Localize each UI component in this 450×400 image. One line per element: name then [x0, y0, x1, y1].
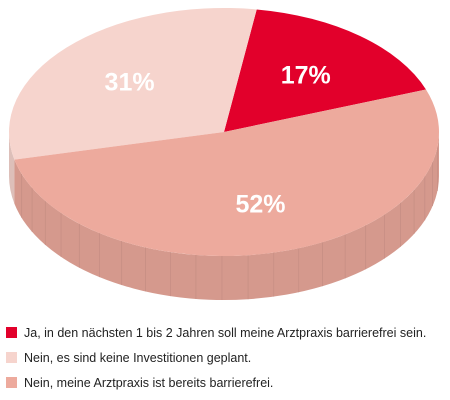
pie-slice-nein-meine-arztpraxis-ist-bere — [14, 89, 439, 256]
legend-label-keine-investitionen: Nein, es sind keine Investitionen geplan… — [24, 350, 252, 365]
slice-label-nein-es-sind-keine-investition: 31% — [105, 68, 155, 96]
legend-item-ja: Ja, in den nächsten 1 bis 2 Jahren soll … — [6, 320, 446, 345]
legend-swatch-ja — [6, 327, 17, 338]
legend: Ja, in den nächsten 1 bis 2 Jahren soll … — [6, 320, 446, 395]
pie-slice-nein-es-sind-keine-investition — [8, 7, 257, 160]
slice-label-ja-in-den-n-chsten-1-bis-2-jah: 17% — [281, 61, 331, 89]
legend-label-bereits-barrierefrei: Nein, meine Arztpraxis ist bereits barri… — [24, 375, 274, 390]
legend-item-keine-investitionen: Nein, es sind keine Investitionen geplan… — [6, 345, 446, 370]
legend-swatch-keine-investitionen — [6, 352, 17, 363]
pie-side-nein-es-sind-keine-investition — [9, 132, 15, 204]
slice-label-nein-meine-arztpraxis-ist-bere: 52% — [236, 190, 286, 218]
legend-label-ja: Ja, in den nächsten 1 bis 2 Jahren soll … — [24, 325, 427, 340]
pie-slice-ja-in-den-n-chsten-1-bis-2-jah — [224, 9, 426, 132]
pie-chart: 17% 31% 52% — [8, 7, 439, 300]
legend-swatch-bereits-barrierefrei — [6, 377, 17, 388]
pie-side-nein-meine-arztpraxis-ist-bere — [14, 132, 439, 300]
legend-item-bereits-barrierefrei: Nein, meine Arztpraxis ist bereits barri… — [6, 370, 446, 395]
pie-side-walls — [9, 132, 439, 300]
